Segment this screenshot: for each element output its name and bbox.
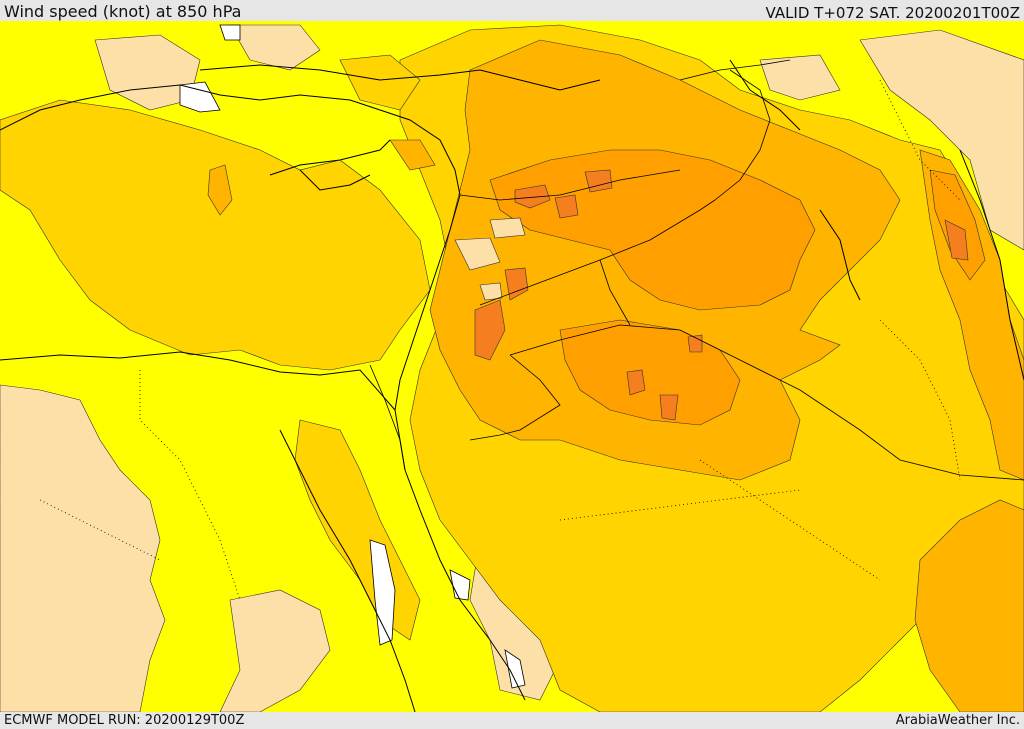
max-spot-6	[626, 369, 646, 396]
dotted-egypt-1	[139, 370, 241, 601]
header-bar: Wind speed (knot) at 850 hPa VALID T+072…	[0, 0, 1024, 22]
peach-west-egypt	[0, 384, 166, 712]
dotted-saudi-1	[559, 489, 801, 521]
credit-label: ArabiaWeather Inc.	[895, 713, 1020, 728]
coast-red-sea-east	[404, 469, 526, 701]
red-sea-east-water	[504, 649, 526, 689]
dotted-boundaries	[39, 79, 961, 601]
band-higher-regions	[489, 149, 986, 426]
band-highest-regions	[474, 169, 969, 421]
red-sea-coastal-water	[449, 569, 471, 601]
dotted-saudi-2	[699, 459, 881, 581]
border-jordan-saudi	[509, 324, 1024, 481]
coast-red-sea-west	[279, 429, 416, 712]
coast-black-sea	[199, 64, 601, 91]
coast-cyprus	[269, 139, 391, 191]
map-title: Wind speed (knot) at 850 hPa	[4, 2, 242, 21]
deep-orange-iran-west	[929, 169, 986, 281]
max-spot-1	[514, 184, 551, 209]
wind-speed-map	[0, 21, 1024, 712]
water-gaps	[179, 24, 526, 689]
peach-sahara-south	[219, 589, 331, 712]
patch-lebanon	[454, 237, 501, 271]
model-run-label: ECMWF MODEL RUN: 20200129T00Z	[4, 713, 245, 728]
coast-egypt-north	[0, 351, 396, 411]
light-patches	[454, 217, 526, 301]
black-sea-water	[219, 24, 241, 41]
peach-caspian-west	[759, 54, 841, 101]
max-spot-7	[659, 394, 679, 421]
border-saudi-jordan-west	[469, 354, 561, 441]
country-borders	[369, 59, 1024, 481]
orange-small-turkey	[389, 139, 436, 171]
valid-time-label: VALID T+072 SAT. 20200201T00Z	[765, 4, 1020, 22]
coast-levant	[394, 194, 461, 471]
max-spot-2	[554, 194, 579, 219]
patch-syria-north	[489, 217, 526, 239]
peach-turkey-north	[229, 24, 321, 71]
coast-turkey-south	[0, 84, 461, 196]
gold-anatolia-east	[339, 54, 421, 111]
gold-mediterranean	[0, 99, 431, 371]
coast-persian-gulf	[959, 149, 1024, 381]
dotted-saudi-3	[879, 319, 961, 481]
gulf-of-suez-water	[369, 539, 396, 646]
max-spot-3	[584, 169, 613, 193]
deep-orange-iraq-jet	[489, 149, 816, 311]
border-egypt-sinai	[369, 364, 406, 471]
max-spot-9	[944, 219, 969, 261]
footer-bar: ECMWF MODEL RUN: 20200129T00Z ArabiaWeat…	[0, 712, 1024, 729]
orange-iran-south	[914, 499, 1024, 712]
patch-syria-small	[479, 282, 503, 301]
border-jordan-iraq	[599, 259, 631, 326]
max-spot-4	[474, 299, 506, 361]
border-turkey-syria	[459, 169, 681, 201]
max-spot-5	[504, 267, 529, 301]
border-iran-iraq	[679, 59, 791, 201]
coast-caspian	[729, 59, 861, 301]
coastlines	[0, 59, 1024, 712]
aegean-water	[179, 81, 221, 113]
orange-cyprus-patch	[207, 164, 233, 216]
